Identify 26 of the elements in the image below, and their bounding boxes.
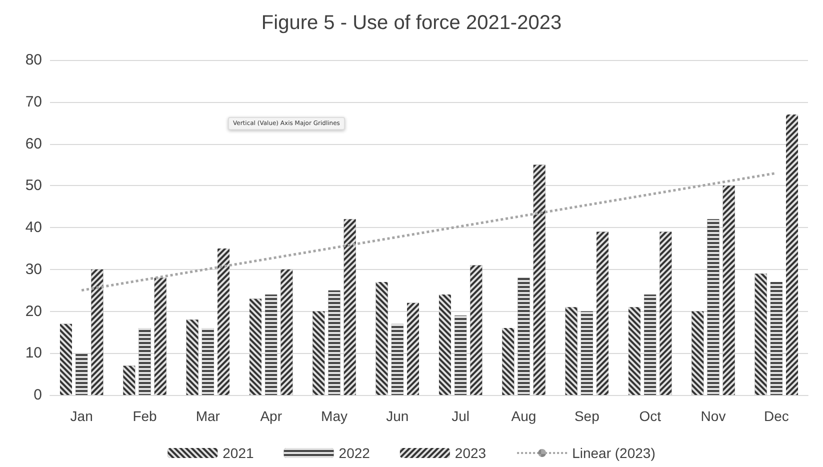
x-tick-label: Aug xyxy=(511,408,536,424)
x-tick-label: Feb xyxy=(132,408,158,424)
x-tick-label: Oct xyxy=(639,408,662,424)
y-tick-label: 10 xyxy=(25,344,42,362)
legend-label: 2023 xyxy=(454,445,486,461)
x-tick-label: May xyxy=(321,408,348,424)
y-tick-label: 40 xyxy=(25,219,42,236)
x-tick-label: Apr xyxy=(260,408,282,424)
x-tick-label: Dec xyxy=(764,408,789,424)
x-tick-label: Nov xyxy=(700,408,726,424)
y-tick-label: 20 xyxy=(25,302,42,320)
chart-title: Figure 5 - Use of force 2021-2023 xyxy=(261,12,562,34)
y-tick-label: 60 xyxy=(25,135,42,152)
legend-label: 2021 xyxy=(222,445,254,461)
y-tick-label: 80 xyxy=(25,52,42,68)
y-tick-label: 30 xyxy=(25,260,42,278)
y-tick-label: 70 xyxy=(25,93,42,110)
x-tick-label: Jun xyxy=(386,408,409,424)
x-tick-label: Mar xyxy=(196,408,220,424)
x-tick-label: Jul xyxy=(452,408,470,424)
y-tick-label: 0 xyxy=(34,386,42,404)
x-tick-label: Sep xyxy=(574,408,600,424)
x-tick-label: Jan xyxy=(70,408,93,424)
legend-label: 2022 xyxy=(338,445,370,461)
y-tick-label: 50 xyxy=(25,177,42,194)
legend-label: Linear (2023) xyxy=(572,445,656,461)
